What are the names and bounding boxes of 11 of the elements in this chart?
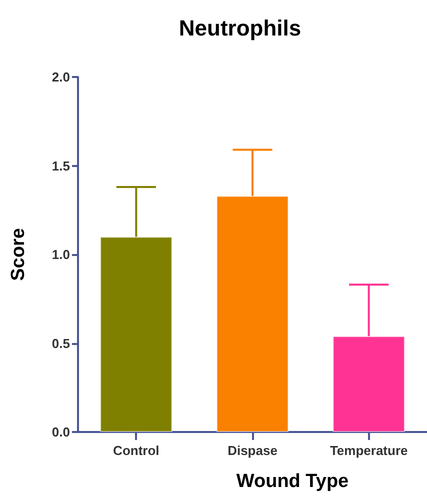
y-axis-title: Score: [8, 228, 29, 281]
y-tick-label: 1.5: [52, 158, 70, 174]
y-tick-label: 0.0: [52, 424, 70, 440]
x-tick-label: Dispase: [228, 443, 278, 458]
x-axis-title: Wound Type: [236, 471, 349, 492]
chart-title: Neutrophils: [178, 16, 302, 40]
y-tick-label: 2.0: [52, 70, 70, 84]
x-tick-label: Temperature: [330, 443, 408, 458]
y-tick-label: 0.5: [52, 336, 70, 351]
y-tick-label: 1.0: [52, 247, 70, 262]
x-tick-label: Control: [113, 443, 160, 458]
